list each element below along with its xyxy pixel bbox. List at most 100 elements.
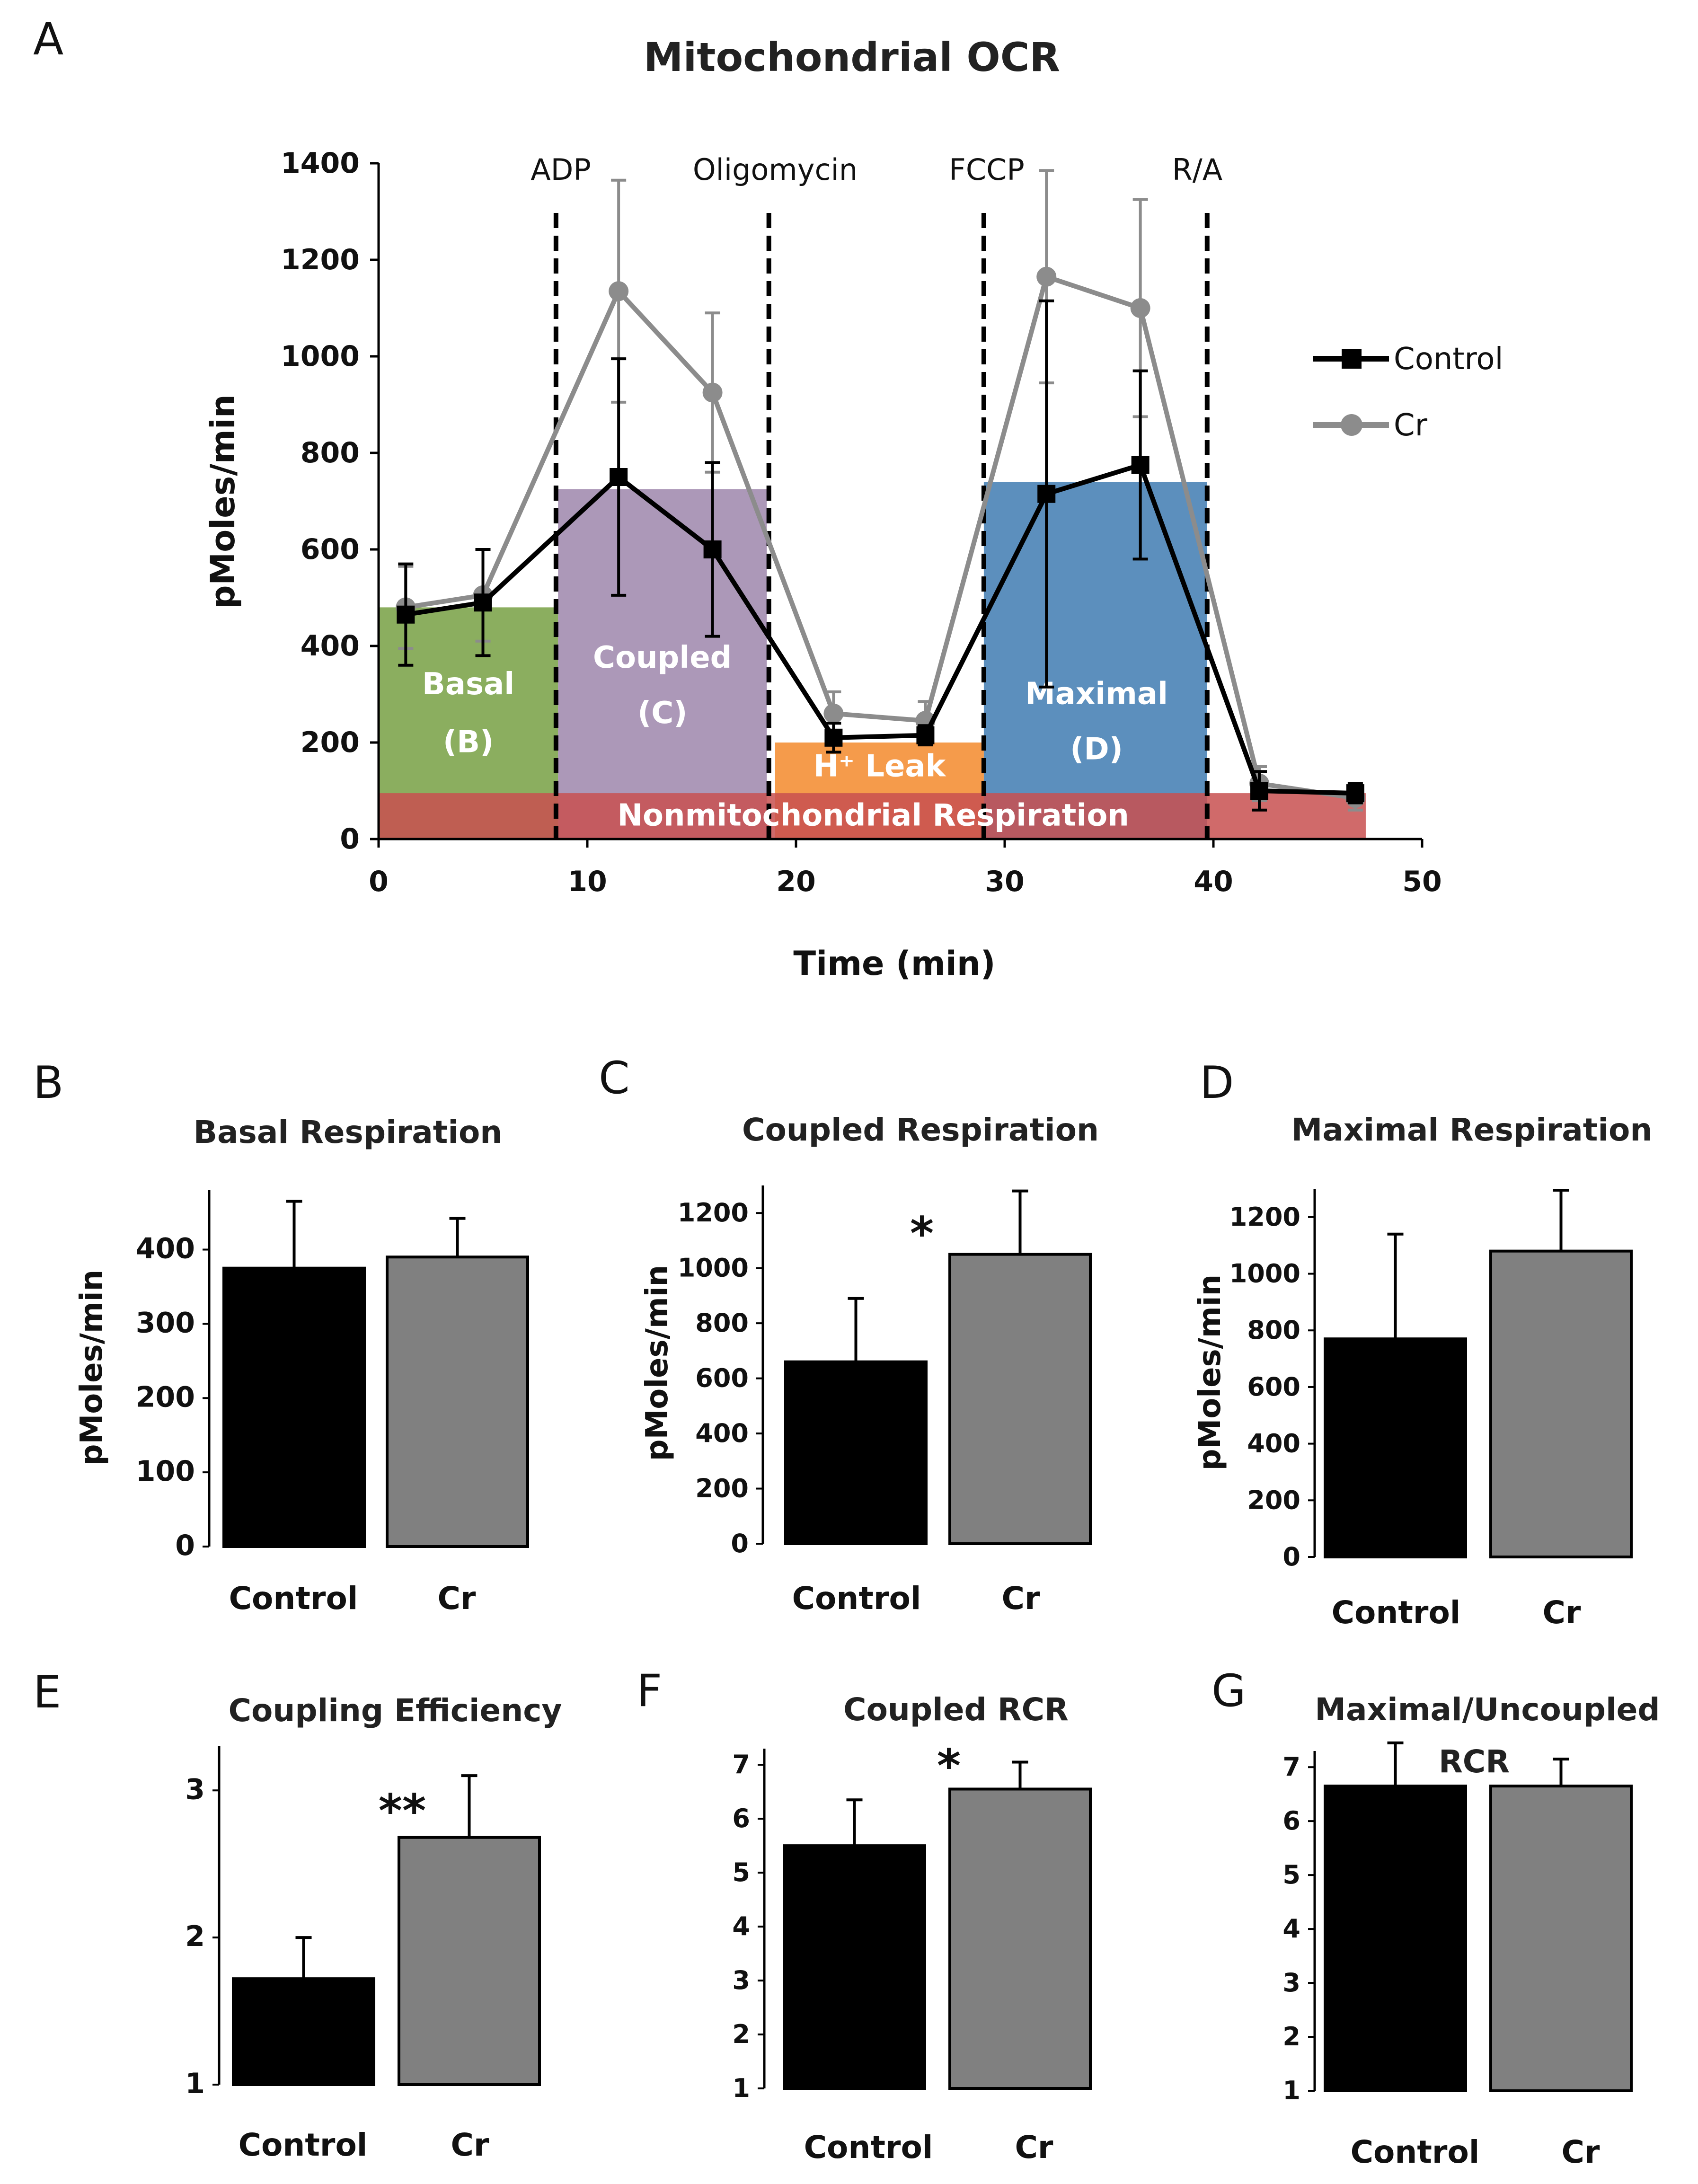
y-tick-label: 0 — [340, 822, 360, 856]
y-tick-label: 800 — [301, 436, 360, 469]
y-tick-label: 1400 — [281, 147, 360, 180]
bar-cr — [398, 1836, 541, 2086]
region-4 — [983, 482, 1207, 839]
legend-marker — [1342, 349, 1362, 369]
y-tick-label: 400 — [1247, 1429, 1300, 1459]
y-tick-label: 400 — [695, 1418, 749, 1448]
y-tick-label: 6 — [732, 1804, 750, 1833]
data-point-cr — [609, 281, 629, 301]
y-tick-label: 3 — [185, 1773, 205, 1806]
y-tick-label: 1200 — [281, 243, 360, 276]
chart-title-g: Maximal/Uncoupled — [1315, 1691, 1660, 1728]
y-tick-label: 2 — [1282, 2022, 1300, 2051]
category-label: Control — [804, 2129, 933, 2166]
y-tick-label: 0 — [1282, 1542, 1300, 1572]
region-label: Basal — [422, 667, 514, 702]
data-point-control — [474, 593, 492, 612]
bar-control — [1324, 1785, 1467, 2092]
category-label: Cr — [1562, 2134, 1600, 2170]
region-label: Coupled — [593, 640, 732, 675]
y-tick-label: 2 — [732, 2019, 750, 2049]
region-sublabel: (B) — [443, 725, 494, 760]
y-axis-label: pMoles/min — [74, 1270, 109, 1466]
y-tick-label: 400 — [136, 1232, 195, 1265]
panel-letter-f: F — [637, 1665, 662, 1717]
significance-marker: ** — [379, 1785, 426, 1838]
bar-cr — [948, 1253, 1092, 1545]
chart-title-b: Basal Respiration — [194, 1114, 503, 1150]
bar-control — [1324, 1337, 1467, 1558]
data-point-control — [916, 726, 935, 744]
category-label: Control — [1332, 1594, 1461, 1631]
data-point-control — [1037, 485, 1056, 503]
data-point-control — [824, 728, 843, 747]
x-tick-label: 50 — [1402, 865, 1442, 898]
y-tick-label: 800 — [1247, 1315, 1300, 1345]
data-point-cr — [823, 703, 844, 724]
y-tick-label: 4 — [1282, 1914, 1300, 1944]
data-point-cr — [1036, 266, 1057, 287]
chart-title-f: Coupled RCR — [843, 1691, 1069, 1728]
y-tick-label: 4 — [732, 1911, 750, 1941]
series-line-cr — [405, 274, 1356, 801]
y-tick-label: 7 — [732, 1750, 750, 1779]
region-sublabel: (D) — [1070, 732, 1123, 767]
event-label: FCCP — [949, 152, 1025, 187]
data-point-control — [1250, 782, 1269, 800]
panel-letter-g: G — [1212, 1665, 1246, 1717]
x-tick-label: 20 — [776, 865, 816, 898]
y-tick-label: 2 — [185, 1920, 205, 1953]
chart-title-c: Coupled Respiration — [742, 1112, 1099, 1148]
data-point-control — [1131, 456, 1150, 474]
y-tick-label: 600 — [695, 1363, 749, 1393]
y-tick-label: 5 — [732, 1857, 750, 1887]
y-tick-label: 600 — [301, 533, 360, 566]
region-label: Maximal — [1025, 676, 1168, 711]
chart-title-d: Maximal Respiration — [1291, 1112, 1653, 1148]
bar-cr — [1489, 1785, 1633, 2092]
x-tick-label: 10 — [567, 865, 607, 898]
category-label: Control — [239, 2127, 368, 2163]
data-point-control — [703, 540, 722, 558]
event-label: ADP — [531, 152, 591, 187]
y-tick-label: 200 — [136, 1380, 195, 1414]
y-tick-label: 600 — [1247, 1372, 1300, 1402]
x-axis-label-a: Time (min) — [793, 944, 995, 983]
y-axis-label: pMoles/min — [1193, 1274, 1228, 1470]
y-tick-label: 100 — [136, 1455, 195, 1488]
y-tick-label: 7 — [1282, 1752, 1300, 1782]
region-2 — [558, 489, 767, 839]
category-label: Control — [229, 1580, 358, 1617]
chart-title-line2: RCR — [1439, 1743, 1510, 1780]
y-tick-label: 1200 — [1229, 1202, 1300, 1232]
significance-marker: * — [910, 1207, 934, 1260]
y-tick-label: 200 — [1247, 1485, 1300, 1515]
y-axis-label: pMoles/min — [640, 1265, 675, 1461]
y-tick-label: 400 — [301, 629, 360, 663]
legend-marker — [1341, 414, 1362, 436]
data-point-control — [397, 605, 415, 624]
x-tick-label: 30 — [985, 865, 1025, 898]
y-tick-label: 1 — [732, 2073, 750, 2103]
region-5 — [379, 793, 1366, 839]
y-tick-label: 3 — [732, 1965, 750, 1995]
y-tick-label: 6 — [1282, 1806, 1300, 1836]
region-label: Nonmitochondrial Respiration — [617, 798, 1129, 833]
data-point-cr — [1130, 298, 1150, 318]
chart-title-e: Coupling Efficiency — [229, 1692, 562, 1729]
y-tick-label: 3 — [1282, 1968, 1300, 1998]
category-label: Cr — [1015, 2129, 1053, 2166]
category-label: Control — [792, 1580, 921, 1617]
panel-d: D Maximal Respiration 0 200 400 600 800 1000 120… — [1193, 1057, 1652, 1631]
bar-control — [784, 1360, 928, 1546]
bar-cr — [386, 1256, 529, 1548]
bar-control — [232, 1977, 375, 2086]
data-point-control — [1346, 784, 1364, 803]
panel-e: E Coupling Efficiency 1 2 3 Control Cr ** — [33, 1667, 562, 2163]
panel-a: A Mitochondrial OCR0200400600800100012001… — [33, 14, 1503, 983]
y-tick-label: 1 — [185, 2067, 205, 2100]
y-tick-label: 5 — [1282, 1860, 1300, 1890]
panel-f: F Coupled RCR 1 2 3 4 5 6 7 Control Cr * — [637, 1665, 1092, 2166]
panel-letter-c: C — [599, 1052, 630, 1104]
